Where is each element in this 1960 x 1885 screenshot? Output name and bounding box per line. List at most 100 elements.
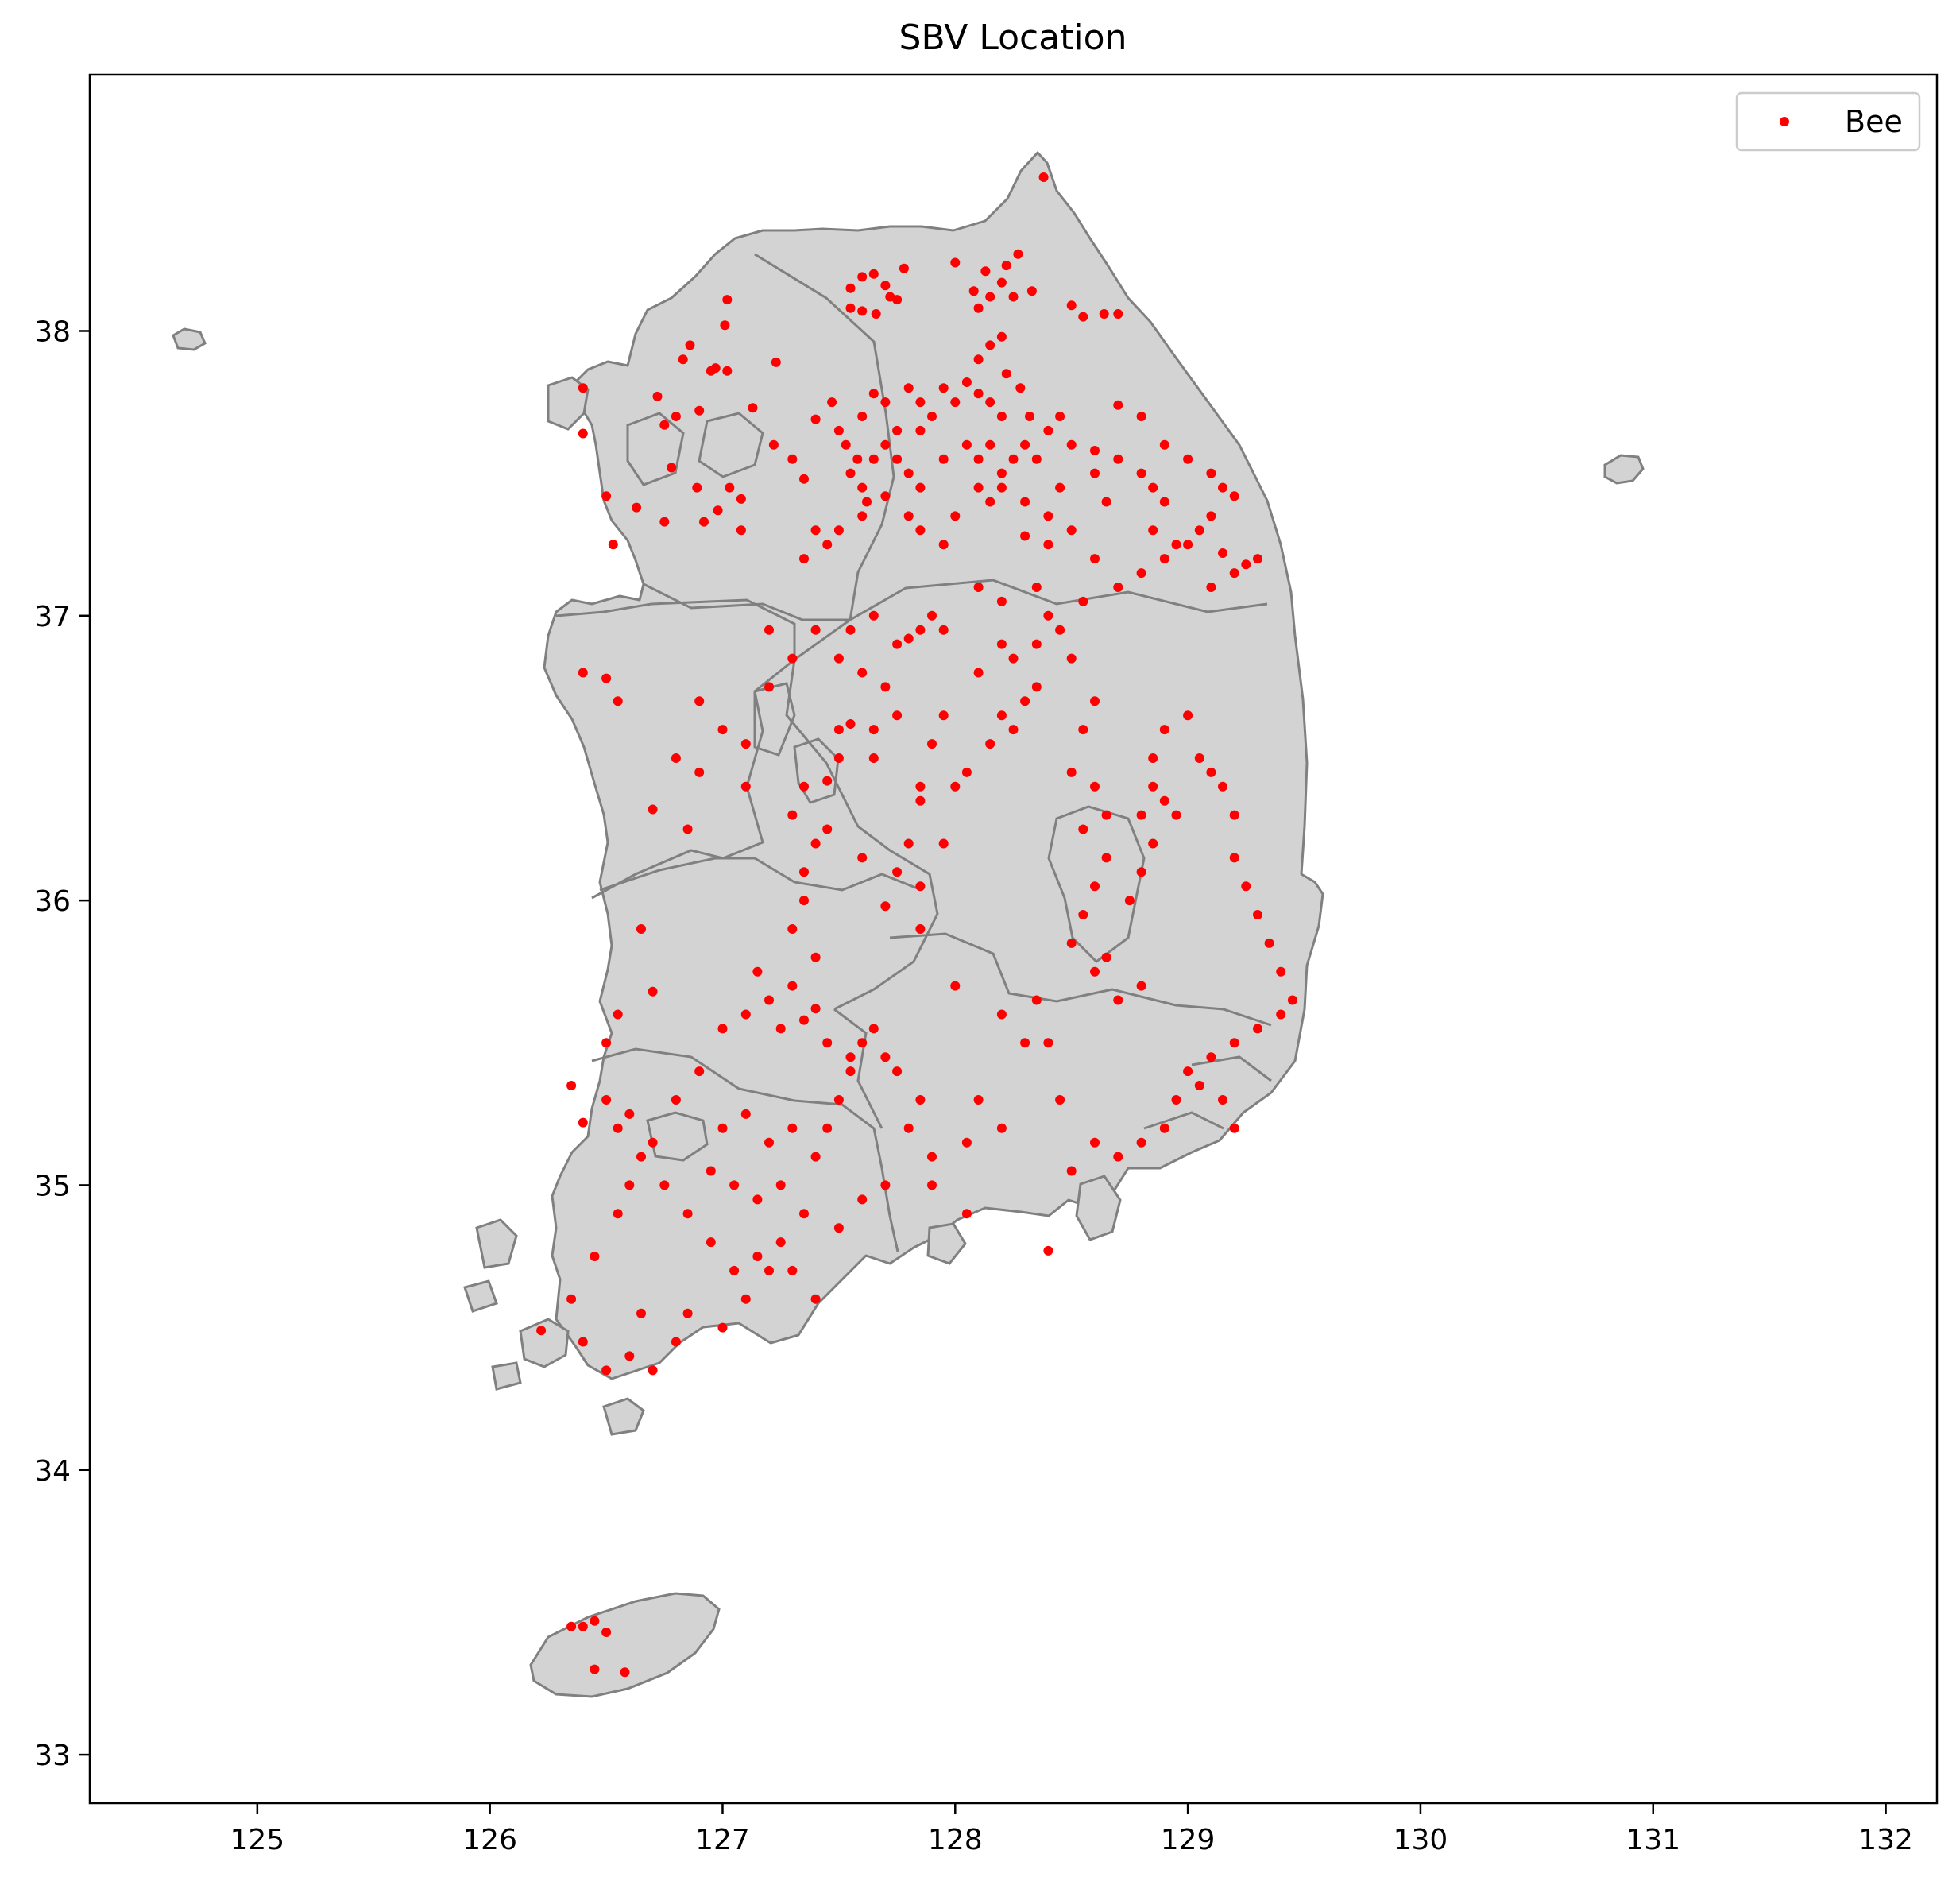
- boundary-ulsan-busan: [1143, 1055, 1272, 1130]
- bee-point: [845, 283, 856, 293]
- bee-point: [985, 497, 995, 507]
- bee-point: [985, 739, 995, 749]
- y-tick-label: 37: [34, 601, 71, 633]
- bee-point: [1066, 1166, 1077, 1176]
- bee-point: [899, 263, 909, 273]
- bee-point: [1113, 400, 1123, 410]
- bee-point: [752, 1252, 763, 1261]
- land-baengnyeongdo: [172, 327, 207, 351]
- bee-point: [1253, 1024, 1262, 1034]
- bee-point: [1229, 1038, 1239, 1048]
- bee-point: [1159, 497, 1169, 507]
- bee-point: [694, 767, 705, 777]
- bee-point: [1218, 482, 1227, 493]
- bee-point: [648, 804, 658, 815]
- bee-point: [973, 668, 984, 678]
- bee-point: [1043, 610, 1053, 621]
- boundary-daegu: [1047, 805, 1146, 963]
- bee-point: [915, 625, 926, 635]
- bee-point: [740, 1109, 751, 1119]
- bee-point: [566, 1294, 577, 1304]
- bee-point: [624, 1351, 635, 1361]
- bee-point: [892, 1066, 903, 1077]
- boundary-chungnam: [555, 598, 796, 900]
- bee-point: [1043, 540, 1053, 550]
- bee-point: [1171, 810, 1181, 820]
- bee-point: [613, 1009, 623, 1020]
- bee-point: [694, 405, 705, 416]
- bee-point: [678, 354, 688, 365]
- bee-point: [752, 966, 763, 977]
- bee-point: [938, 454, 949, 464]
- bee-point: [822, 1123, 833, 1133]
- bee-point: [1020, 497, 1030, 507]
- bee-point: [706, 366, 716, 376]
- bee-point: [950, 257, 961, 268]
- bee-point: [1159, 554, 1169, 564]
- bee-point: [1148, 482, 1158, 493]
- bee-point: [717, 1024, 728, 1034]
- bee-point: [973, 1095, 984, 1105]
- bee-point: [968, 286, 979, 296]
- bee-point: [736, 494, 746, 504]
- bee-point: [810, 1004, 821, 1014]
- bee-point: [729, 1265, 740, 1275]
- bee-point: [1020, 1038, 1030, 1048]
- bee-point: [1038, 172, 1049, 182]
- bee-point: [961, 439, 972, 450]
- bee-point: [613, 696, 623, 706]
- bee-point: [590, 1616, 600, 1626]
- bee-point: [845, 303, 856, 313]
- bee-point: [822, 1038, 833, 1048]
- bee-point: [810, 952, 821, 962]
- bee-point: [1043, 425, 1053, 435]
- bee-point: [1241, 881, 1251, 892]
- x-tick-label: 127: [695, 1824, 750, 1856]
- bee-point: [740, 1294, 751, 1304]
- bee-point: [880, 901, 891, 912]
- bee-point: [927, 1152, 937, 1162]
- bee-point: [1229, 853, 1239, 863]
- bee-point: [810, 625, 821, 635]
- bee-point: [601, 491, 612, 501]
- bee-point: [722, 366, 733, 376]
- bee-point: [827, 397, 837, 408]
- x-tick-label: 132: [1858, 1824, 1913, 1856]
- bee-point: [775, 1180, 786, 1190]
- y-axis: 33 34 35 36 37 38: [34, 315, 90, 1772]
- bee-point: [1066, 938, 1077, 948]
- bee-point: [787, 653, 798, 664]
- bee-point: [996, 710, 1007, 721]
- bee-point: [764, 995, 774, 1005]
- land-mainland: [543, 151, 1324, 1380]
- bee-point: [578, 1337, 588, 1347]
- bee-point: [590, 1664, 600, 1674]
- bee-point: [868, 753, 879, 763]
- bee-point: [764, 625, 774, 635]
- bee-point: [624, 1180, 635, 1190]
- boundary-incheon: [626, 412, 685, 486]
- bee-point: [775, 1237, 786, 1248]
- bee-point: [857, 482, 868, 493]
- bee-point: [833, 525, 844, 536]
- bee-point: [822, 824, 833, 834]
- bee-point: [973, 583, 984, 592]
- bee-point: [1229, 810, 1239, 820]
- bee-point: [1043, 1038, 1053, 1048]
- bee-point: [775, 1024, 786, 1034]
- x-tick-label: 129: [1161, 1824, 1216, 1856]
- bee-point: [845, 719, 856, 729]
- bee-point: [1055, 482, 1065, 493]
- bee-point: [682, 824, 693, 834]
- bee-point: [601, 1628, 612, 1637]
- bee-point: [1183, 540, 1193, 550]
- bee-point: [1031, 639, 1042, 649]
- bee-point: [868, 389, 879, 399]
- bee-point: [880, 439, 891, 450]
- bee-point: [799, 781, 809, 792]
- bee-point: [822, 540, 833, 550]
- bee-point: [768, 439, 779, 450]
- bee-point: [608, 540, 618, 550]
- bee-point: [1194, 753, 1204, 763]
